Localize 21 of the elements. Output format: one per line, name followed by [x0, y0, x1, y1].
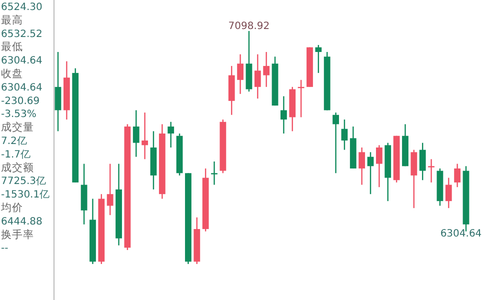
text: 6524.30 — [1, 2, 42, 13]
text: 6304.64 — [1, 56, 42, 67]
text: 成交额 — [1, 160, 34, 174]
text: -3.53% — [1, 109, 36, 120]
text: -1.7亿 — [1, 149, 31, 160]
text: 收盘 — [1, 68, 23, 80]
text: 6444.88 — [1, 216, 42, 228]
text: -230.69 — [1, 96, 40, 107]
annotation: 7098.92 — [228, 21, 270, 32]
text: 均价 — [0, 202, 23, 214]
text: 换手率 — [1, 228, 34, 241]
text: 最低 — [1, 41, 23, 54]
annotation: 6304.64 — [440, 228, 482, 240]
text: -- — [1, 243, 9, 254]
text: -1530.1亿 — [1, 190, 50, 201]
text: 7725.3亿 — [1, 176, 46, 188]
text: 6304.64 — [1, 82, 42, 94]
text: 7.2亿 — [1, 136, 27, 147]
text: 成交量 — [1, 120, 34, 134]
text: 最高 — [1, 13, 23, 26]
text: 6532.52 — [1, 28, 42, 40]
